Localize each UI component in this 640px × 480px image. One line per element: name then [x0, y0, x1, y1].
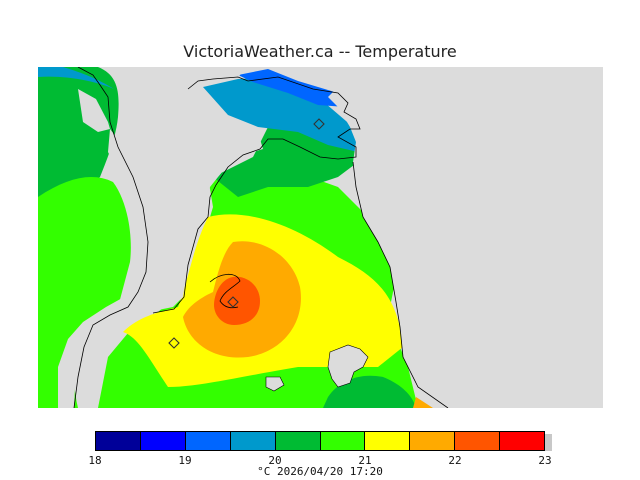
legend-tick-19: 19 — [178, 454, 192, 467]
legend-swatch-4 — [275, 432, 321, 450]
legend-swatch-6 — [365, 432, 411, 450]
color-legend — [95, 431, 545, 451]
west-band-21.5-22 — [38, 177, 131, 408]
legend-tick-23: 23 — [538, 454, 552, 467]
legend-tick-21: 21 — [358, 454, 372, 467]
east-band-20.5-21 — [203, 77, 358, 152]
legend-tick-20: 20 — [268, 454, 282, 467]
central-peninsula — [58, 129, 150, 408]
south-island — [327, 344, 369, 388]
map-title: VictoriaWeather.ca -- Temperature — [183, 42, 457, 61]
legend-swatch-8 — [455, 432, 501, 450]
coastline-east — [352, 161, 449, 408]
temperature-map[interactable] — [38, 67, 603, 408]
legend-swatch-3 — [230, 432, 276, 450]
legend-shadow — [545, 434, 552, 451]
south-band-22-22.5-edge — [413, 397, 433, 408]
legend-swatch-7 — [410, 432, 456, 450]
coastline-west — [73, 67, 149, 408]
station-north-marker — [313, 118, 325, 130]
legend-caption: °C 2026/04/20 17:20 — [257, 465, 383, 478]
legend-swatch-1 — [140, 432, 186, 450]
coastline-north — [187, 76, 361, 160]
station-southwest-marker — [168, 337, 180, 349]
small-island — [265, 376, 285, 392]
west-band-20.5-21 — [38, 67, 114, 89]
bay-coast — [209, 273, 241, 309]
legend-swatch-5 — [320, 432, 366, 450]
legend-swatch-2 — [185, 432, 231, 450]
west-land-strip — [78, 89, 110, 132]
coastline-central — [152, 148, 261, 314]
east-land — [328, 67, 603, 408]
legend-swatch-9 — [500, 432, 545, 450]
legend-swatch-0 — [96, 432, 141, 450]
north-land — [123, 67, 263, 317]
legend-tick-18: 18 — [88, 454, 102, 467]
legend-tick-22: 22 — [448, 454, 462, 467]
station-central-marker — [227, 296, 239, 308]
